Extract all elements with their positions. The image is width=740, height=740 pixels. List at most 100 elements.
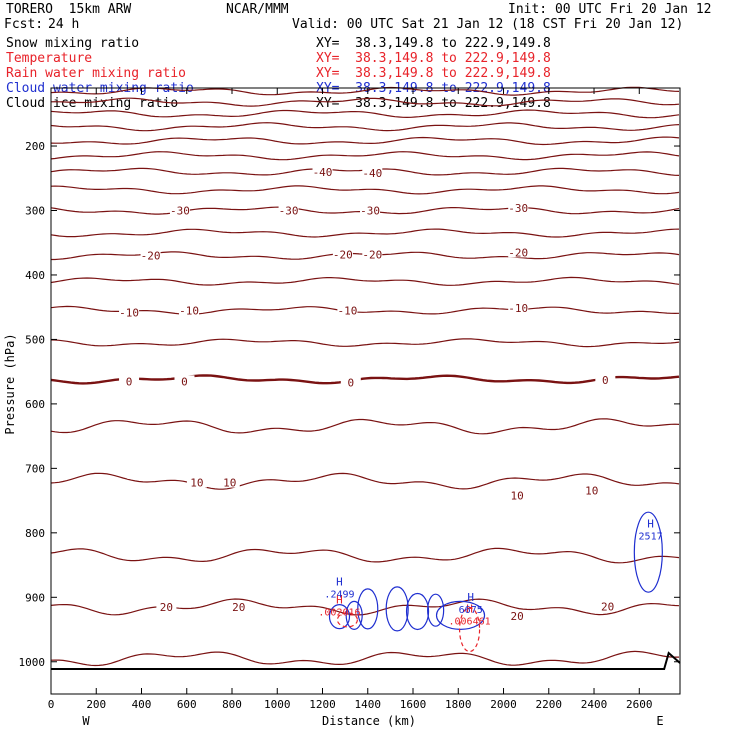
legend-cloud-ice: Cloud ice mixing ratio <box>6 96 179 111</box>
x-tick-label: 600 <box>177 698 197 711</box>
x-tick-label: 2200 <box>536 698 563 711</box>
legend-snow-xy: XY= 38.3,149.8 to 222.9,149.8 <box>316 36 551 51</box>
contour-label: 10 <box>223 477 236 490</box>
contour-label: 20 <box>510 610 523 623</box>
maximum-marker: H <box>466 603 473 616</box>
west-label: W <box>82 714 90 728</box>
maximum-value: .2499 <box>324 589 354 600</box>
y-tick-label: 900 <box>25 591 45 604</box>
cloud-water-contour <box>405 592 430 631</box>
maximum-value: 6675 <box>459 605 483 616</box>
contour-label-bg <box>508 301 529 313</box>
contour-label: -40 <box>362 167 382 180</box>
isotherm-line <box>50 122 680 132</box>
cloud-water-contour <box>633 511 663 593</box>
init-time: Init: 00 UTC Fri 20 Jan 12 <box>508 2 712 17</box>
y-tick-label: 500 <box>25 333 45 346</box>
terrain-line <box>51 651 681 670</box>
maximum-value: 2517 <box>639 531 663 542</box>
contour-label: -20 <box>508 246 528 259</box>
terrain-surface <box>51 651 681 670</box>
isotherm-line <box>50 598 680 616</box>
isotherm-line <box>50 305 680 315</box>
isotherm-line <box>50 228 680 238</box>
contour-label-bg <box>179 304 200 316</box>
x-tick-label: 1400 <box>355 698 382 711</box>
legend-snow: Snow mixing ratio <box>6 36 140 51</box>
rain-water-contour <box>458 606 481 653</box>
cloud-water-contour <box>357 588 379 630</box>
isotherm-line <box>50 136 680 146</box>
legend-temperature: Temperature <box>6 51 93 66</box>
y-tick-label: 300 <box>25 204 45 217</box>
contour-label: 0 <box>602 374 609 387</box>
forecast-hour: 24 h <box>48 17 80 32</box>
cloud-water-contour <box>328 604 351 630</box>
contour-label: 0 <box>126 375 133 388</box>
rain-water-contour <box>336 612 358 628</box>
contour-label-bg <box>360 204 381 216</box>
contour-label: 20 <box>232 601 245 614</box>
contour-label-bg <box>169 204 190 216</box>
contour-label: 0 <box>347 377 354 390</box>
contour-label: -10 <box>119 306 139 319</box>
legend-cloud-water: Cloud water mixing ratio <box>6 81 194 96</box>
y-tick-label: 800 <box>25 527 45 540</box>
contour-label: -30 <box>360 204 380 217</box>
x-tick-label: 1800 <box>445 698 472 711</box>
contour-label: -30 <box>508 202 528 215</box>
contour-label-bg <box>581 484 602 496</box>
cloud-water-contour <box>385 586 409 632</box>
contour-label: -10 <box>179 304 199 317</box>
contour-label: 10 <box>510 489 523 502</box>
rain-water-contours <box>336 606 481 653</box>
forecast-label: Fcst: <box>4 17 44 32</box>
model-title: TORERO 15km ARW <box>6 2 132 17</box>
contour-label-bg <box>174 375 195 387</box>
contour-label-bg <box>595 374 616 386</box>
contour-label: 20 <box>601 600 614 613</box>
temperature-contours <box>50 86 680 667</box>
isotherm-line <box>50 151 680 161</box>
y-tick-label: 600 <box>25 398 45 411</box>
cloud-water-contour <box>427 593 445 627</box>
x-tick-label: 200 <box>86 698 106 711</box>
contour-label-bg <box>362 167 383 179</box>
contour-label-bg <box>119 375 140 387</box>
contour-label: -20 <box>141 250 161 263</box>
contour-label-bg <box>597 600 618 612</box>
legend-rain-xy: XY= 38.3,149.8 to 222.9,149.8 <box>316 66 551 81</box>
contour-label: -20 <box>362 248 382 261</box>
contour-label-bg <box>228 600 249 612</box>
contour-label-bg <box>156 600 177 612</box>
contour-label-bg <box>140 249 161 261</box>
contour-labels: -40 -40 -30 -30 -30 -30 -20 -20 -20 -20 -10 -10 -10 -… <box>119 165 663 628</box>
x-tick-label: 2000 <box>490 698 517 711</box>
y-tick-label: 700 <box>25 462 45 475</box>
contour-label-bg <box>337 304 358 316</box>
contour-label-bg <box>312 165 333 177</box>
maximum-value: .002016 <box>318 607 360 618</box>
contour-label-bg <box>362 248 383 260</box>
y-axis-title: Pressure (hPa) <box>3 333 17 434</box>
isotherm-line <box>50 109 680 119</box>
x-tick-label: 1200 <box>309 698 336 711</box>
cloud-water-contour <box>435 600 486 630</box>
org-label: NCAR/MMM <box>226 2 289 17</box>
contour-label-bg <box>219 476 240 488</box>
y-tick-label: 400 <box>25 269 45 282</box>
x-tick-label: 2600 <box>626 698 653 711</box>
isotherm-line <box>50 338 680 348</box>
contour-label-bg <box>278 204 299 216</box>
contour-label: -20 <box>333 248 353 261</box>
contour-label: -10 <box>337 304 357 317</box>
cloud-water-contour <box>345 600 363 630</box>
valid-time: Valid: 00 UTC Sat 21 Jan 12 (18 CST Fri … <box>292 17 684 32</box>
legend-cloud-ice-xy: XY= 38.3,149.8 to 222.9,149.8 <box>316 96 551 111</box>
isotherm-line <box>50 276 680 286</box>
contour-label-bg <box>508 246 529 258</box>
y-tick-label: 200 <box>25 140 45 153</box>
legend-rain: Rain water mixing ratio <box>6 66 187 81</box>
x-axis-title: Distance (km) <box>322 714 416 728</box>
